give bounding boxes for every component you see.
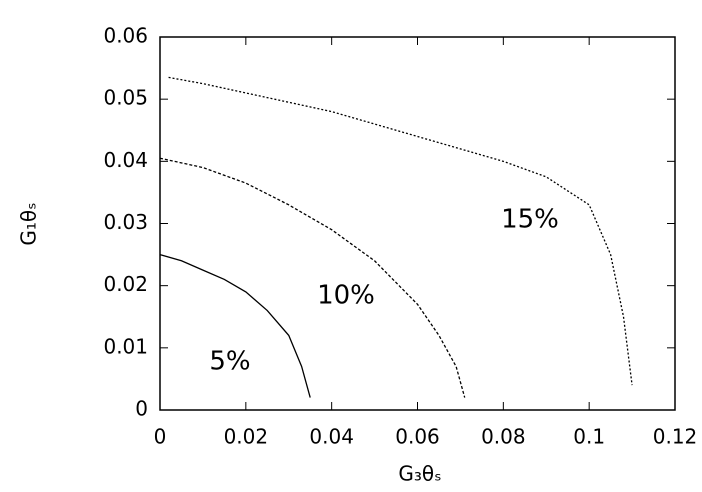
series-label: 10% xyxy=(317,281,375,311)
y-tick-label: 0.03 xyxy=(103,210,148,234)
y-tick-label: 0.01 xyxy=(103,334,148,358)
y-tick-label: 0.05 xyxy=(103,86,148,110)
data-line xyxy=(168,76,633,386)
y-tick-label: 0.02 xyxy=(103,272,148,296)
y-tick-label: 0.04 xyxy=(103,148,148,172)
series-label: 5% xyxy=(209,347,250,377)
x-tick-label: 0.04 xyxy=(309,425,354,449)
y-axis-label: G₁θₛ xyxy=(17,202,41,245)
x-tick-label: 0.1 xyxy=(573,425,605,449)
data-line xyxy=(159,157,466,398)
x-tick-label: 0 xyxy=(154,425,167,449)
x-tick-label: 0.08 xyxy=(481,425,526,449)
y-tick-label: 0.06 xyxy=(103,24,148,48)
y-tick-label: 0 xyxy=(135,397,148,421)
x-tick-label: 0.06 xyxy=(395,425,440,449)
x-tick-label: 0.12 xyxy=(653,425,698,449)
series-label: 15% xyxy=(501,205,559,235)
data-line xyxy=(159,253,311,398)
x-tick-label: 0.02 xyxy=(224,425,269,449)
x-axis-label: G₃θₛ xyxy=(398,462,441,486)
